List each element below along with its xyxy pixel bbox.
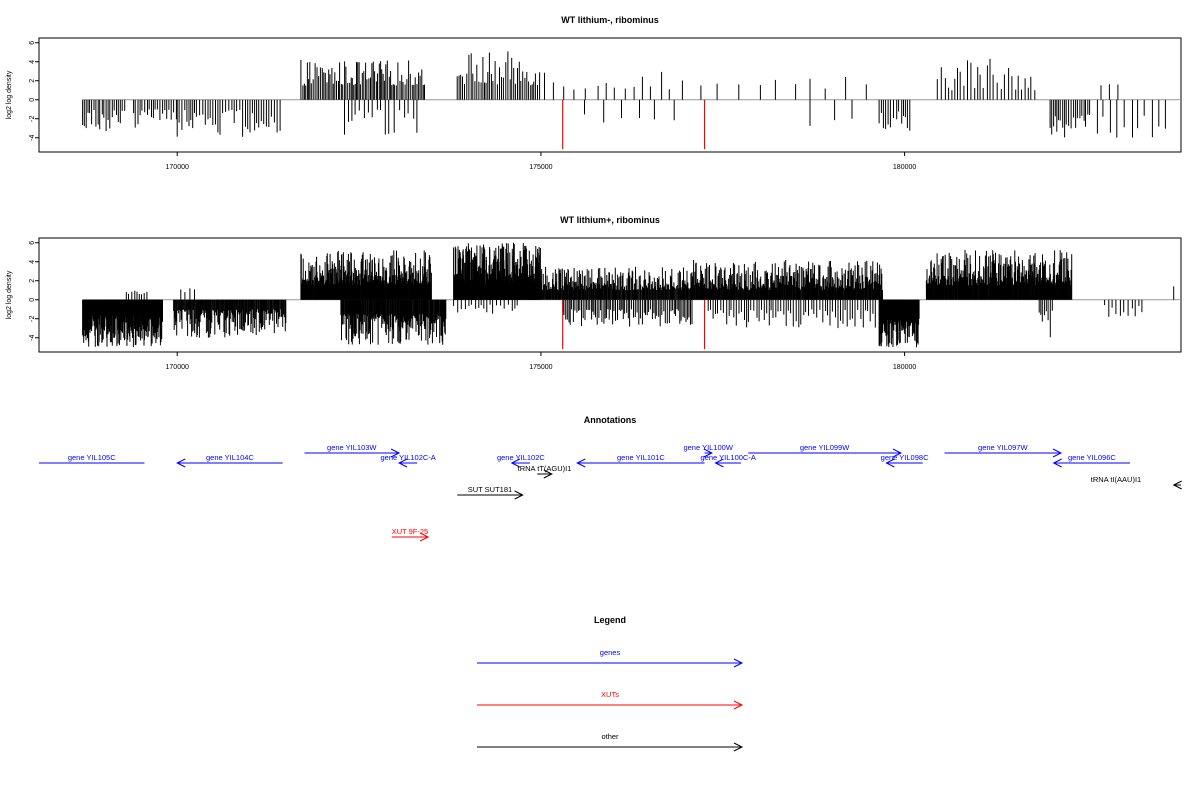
y-tick-label: -2	[29, 116, 36, 122]
feature-arrowhead	[1172, 480, 1182, 490]
annotation-feature: gene YIL100C-A	[701, 453, 756, 468]
annotation-feature: gene YIL102C	[497, 453, 545, 468]
annotation-feature: gene YIL097W	[944, 443, 1063, 458]
annotation-feature: gene YIL103W	[304, 443, 401, 458]
x-tick-label: 170000	[166, 164, 189, 171]
feature-arrowhead	[543, 469, 553, 479]
legend-label: other	[601, 732, 619, 741]
y-tick-label: 2	[29, 279, 36, 283]
annotation-label: gene YIL104C	[206, 453, 254, 462]
y-tick-label: 2	[29, 79, 36, 83]
feature-arrowhead	[397, 458, 408, 468]
annotation-label: tRNA tT(AGU)I1	[518, 464, 572, 473]
annotation-feature: tRNA tI(AAU)I1	[1091, 475, 1182, 490]
annotation-label: tRNA tI(AAU)I1	[1091, 475, 1141, 484]
feature-arrowhead	[419, 532, 430, 542]
x-tick-label: 175000	[529, 164, 552, 171]
y-tick-label: 0	[29, 98, 36, 102]
annotation-feature: gene YIL096C	[1052, 453, 1131, 468]
panel-lithium-plus: WT lithium+, ribominus log2 log density …	[6, 215, 1182, 371]
panel-lithium-minus: WT lithium-, ribominus log2 log density …	[6, 15, 1182, 171]
annotation-label: gene YIL096C	[1068, 453, 1116, 462]
feature-arrowhead	[176, 458, 186, 468]
feature-arrowhead	[1052, 458, 1062, 468]
annotations-title: Annotations	[584, 415, 637, 425]
panel-title: WT lithium+, ribominus	[560, 215, 660, 225]
x-axis: 170000 175000 180000	[166, 351, 916, 371]
y-axis-label: log2 log density	[6, 270, 13, 319]
feature-arrowhead	[576, 458, 586, 468]
legend-arrowhead	[733, 658, 744, 668]
annotation-label: gene YIL097W	[978, 443, 1028, 452]
y-axis-label: log2 log density	[6, 70, 13, 119]
annotation-label: gene YIL101C	[617, 453, 665, 462]
annotation-feature: gene YIL104C	[176, 453, 283, 468]
feature-arrowhead	[703, 448, 713, 458]
legend-entry: XUTs	[477, 690, 744, 710]
panel-title: WT lithium-, ribominus	[561, 15, 659, 25]
annotation-label: gene YIL099W	[800, 443, 850, 452]
annotation-label: gene YIL103W	[327, 443, 377, 452]
annotation-label: XUT 9F-25	[392, 527, 429, 536]
x-tick-label: 175000	[529, 364, 552, 371]
annotation-feature: SUT SUT181	[457, 485, 524, 500]
feature-arrowhead	[714, 458, 724, 468]
annotation-label: gene YIL102C	[497, 453, 545, 462]
feature-arrowhead	[885, 458, 895, 468]
legend-entry: genes	[477, 648, 744, 668]
y-axis: -4 -2 0 2 4 6	[29, 241, 40, 341]
y-tick-label: 6	[29, 241, 36, 245]
plot-frame	[38, 37, 1182, 153]
bars-group	[82, 51, 1181, 150]
annotation-feature: gene YIL102C-A	[380, 453, 436, 468]
annotation-feature: gene YIL100W	[683, 443, 734, 458]
feature-arrowhead	[510, 458, 521, 468]
annotation-label: gene YIL100W	[683, 443, 733, 452]
annotation-feature: gene YIL105C	[39, 453, 145, 464]
feature-arrowhead	[390, 448, 401, 458]
annotation-label: gene YIL100C-A	[701, 453, 756, 462]
annotation-label: gene YIL102C-A	[380, 453, 435, 462]
y-tick-label: 4	[29, 60, 36, 64]
y-tick-label: 6	[29, 41, 36, 45]
annotation-label: gene YIL098C	[881, 453, 929, 462]
annotation-feature: gene YIL101C	[576, 453, 705, 468]
feature-arrowhead	[514, 490, 524, 500]
legend-arrowhead	[733, 742, 744, 752]
legend-label: genes	[600, 648, 621, 657]
legend: Legend genes XUTs other	[477, 615, 744, 752]
y-tick-label: -4	[29, 335, 36, 341]
bars-group	[82, 242, 1181, 350]
feature-arrowhead	[892, 448, 903, 458]
x-tick-label: 180000	[893, 164, 916, 171]
annotation-label: SUT SUT181	[468, 485, 512, 494]
legend-label: XUTs	[601, 690, 619, 699]
y-axis: -4 -2 0 2 4 6	[29, 41, 40, 141]
y-tick-label: 0	[29, 298, 36, 302]
annotation-feature: gene YIL099W	[748, 443, 903, 458]
legend-entry: other	[477, 732, 744, 752]
x-axis: 170000 175000 180000	[166, 151, 916, 171]
annotations-track: Annotations gene YIL105C gene YIL104C gene…	[39, 415, 1182, 542]
x-tick-label: 170000	[166, 364, 189, 371]
x-tick-label: 180000	[893, 364, 916, 371]
y-tick-label: -4	[29, 135, 36, 141]
legend-title: Legend	[594, 615, 626, 625]
annotation-feature: tRNA tT(AGU)I1	[518, 464, 572, 479]
annotation-feature: gene YIL098C	[881, 453, 929, 468]
legend-arrowhead	[733, 700, 744, 710]
feature-arrowhead	[1052, 448, 1063, 458]
y-tick-label: -2	[29, 316, 36, 322]
annotation-label: gene YIL105C	[68, 453, 116, 462]
legend-items: genes XUTs other	[477, 648, 744, 752]
annotation-feature: XUT 9F-25	[392, 527, 430, 542]
y-tick-label: 4	[29, 260, 36, 264]
